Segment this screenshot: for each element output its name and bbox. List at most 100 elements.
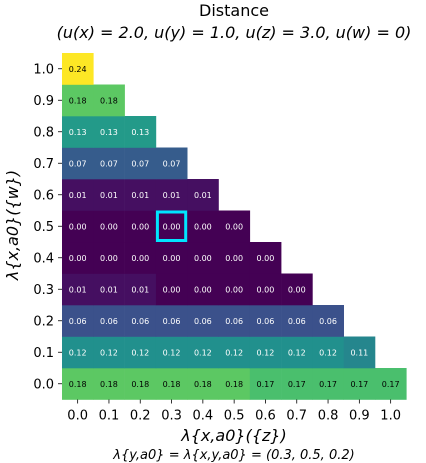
heatmap-cell-label: 0.00 bbox=[163, 285, 181, 294]
heatmap-cell bbox=[124, 179, 157, 211]
heatmap-cell-label: 0.00 bbox=[69, 254, 87, 263]
y-tick-label: 0.6 bbox=[33, 188, 54, 203]
x-tick-label: 0.3 bbox=[161, 409, 182, 424]
heatmap-cell-label: 0.07 bbox=[131, 159, 149, 168]
heatmap-cell bbox=[155, 273, 188, 306]
heatmap-cell bbox=[249, 242, 282, 274]
heatmap-cell bbox=[218, 210, 251, 243]
y-axis-label: λ{x,a0}({w}) bbox=[3, 170, 22, 281]
heatmap-cell bbox=[62, 368, 94, 400]
heatmap-cell bbox=[93, 305, 125, 337]
heatmap-cell-label: 0.00 bbox=[194, 285, 212, 294]
heatmap-cell-label: 0.12 bbox=[288, 348, 306, 357]
heatmap-cell-label: 0.06 bbox=[225, 317, 243, 326]
x-tick-label: 0.0 bbox=[67, 409, 88, 424]
heatmap-cell-label: 0.12 bbox=[194, 348, 212, 357]
x-axis-ticks: 0.0 0.1 0.2 0.3 0.4 0.5 0.6 0.7 0.8 0.9 1.0 bbox=[67, 399, 401, 424]
heatmap-cell bbox=[375, 368, 407, 400]
heatmap-cell bbox=[187, 336, 219, 369]
heatmap-cell bbox=[218, 336, 251, 369]
heatmap-cell-label: 0.06 bbox=[100, 317, 118, 326]
x-tick-label: 0.6 bbox=[255, 409, 276, 424]
heatmap-cell-label: 0.18 bbox=[69, 380, 87, 389]
heatmap-cell-label: 0.01 bbox=[131, 191, 149, 200]
heatmap-cell-label: 0.00 bbox=[257, 285, 275, 294]
heatmap-cell bbox=[124, 273, 157, 306]
heatmap-cell-label: 0.00 bbox=[100, 222, 118, 231]
heatmap-cell bbox=[93, 116, 125, 148]
y-tick-label: 0.5 bbox=[33, 220, 54, 235]
heatmap-cell bbox=[62, 273, 94, 306]
heatmap-cell-label: 0.01 bbox=[100, 191, 118, 200]
x-tick-label: 1.0 bbox=[380, 409, 401, 424]
heatmap-cell-label: 0.12 bbox=[131, 348, 149, 357]
heatmap-cell-label: 0.18 bbox=[163, 380, 181, 389]
heatmap-cell bbox=[93, 273, 125, 306]
heatmap-cell-label: 0.13 bbox=[131, 128, 149, 137]
heatmap-cell bbox=[155, 242, 188, 274]
y-tick-label: 1.0 bbox=[33, 62, 54, 77]
heatmap-cell-label: 0.18 bbox=[69, 96, 87, 105]
heatmap-cell-label: 0.18 bbox=[131, 380, 149, 389]
heatmap-cell bbox=[218, 273, 251, 306]
heatmap-cell-label: 0.17 bbox=[257, 380, 275, 389]
heatmap-cell bbox=[93, 336, 125, 369]
x-tick-label: 0.7 bbox=[286, 409, 307, 424]
heatmap-cell-label: 0.00 bbox=[100, 254, 118, 263]
heatmap-cell-label: 0.24 bbox=[69, 65, 87, 74]
heatmap-cell bbox=[187, 273, 219, 306]
heatmap-cell bbox=[62, 116, 94, 148]
heatmap-cell bbox=[124, 305, 157, 337]
heatmap-cell-label: 0.06 bbox=[257, 317, 275, 326]
heatmap-cell-label: 0.00 bbox=[225, 254, 243, 263]
heatmap-cell-label: 0.06 bbox=[288, 317, 306, 326]
heatmap-cell bbox=[343, 336, 376, 369]
heatmap-cell-label: 0.18 bbox=[100, 96, 118, 105]
heatmap-cell bbox=[124, 210, 157, 243]
heatmap-cell-label: 0.18 bbox=[194, 380, 212, 389]
y-tick-label: 0.0 bbox=[33, 377, 54, 392]
heatmap-cell-label: 0.12 bbox=[69, 348, 87, 357]
heatmap-cell bbox=[187, 368, 219, 400]
heatmap-cell-label: 0.00 bbox=[257, 254, 275, 263]
heatmap-cell bbox=[62, 179, 94, 211]
heatmap-cell-label: 0.00 bbox=[163, 254, 181, 263]
y-tick-label: 0.3 bbox=[33, 283, 54, 298]
heatmap-cell-label: 0.01 bbox=[69, 285, 87, 294]
heatmap-cell bbox=[249, 273, 282, 306]
heatmap-cell-label: 0.18 bbox=[100, 380, 118, 389]
heatmap-cell bbox=[218, 242, 251, 274]
heatmap-cell bbox=[93, 242, 125, 274]
y-tick-label: 0.8 bbox=[33, 125, 54, 140]
y-axis-ticks: 0.0 0.1 0.2 0.3 0.4 0.5 0.6 0.7 0.8 0.9 1.0 bbox=[33, 62, 62, 392]
heatmap-cell-label: 0.06 bbox=[131, 317, 149, 326]
heatmap-cell-label: 0.01 bbox=[131, 285, 149, 294]
heatmap-cell-label: 0.00 bbox=[163, 222, 181, 231]
heatmap-cell-label: 0.01 bbox=[100, 285, 118, 294]
heatmap-cell bbox=[249, 305, 282, 337]
x-tick-label: 0.5 bbox=[224, 409, 245, 424]
x-tick-label: 0.9 bbox=[349, 409, 370, 424]
heatmap-cell-label: 0.12 bbox=[257, 348, 275, 357]
y-tick-label: 0.7 bbox=[33, 157, 54, 172]
heatmap-cell bbox=[218, 368, 251, 400]
heatmap-cell-label: 0.00 bbox=[69, 222, 87, 231]
heatmap-cell bbox=[155, 305, 188, 337]
heatmap-cell-label: 0.11 bbox=[350, 348, 368, 357]
heatmap-cell-label: 0.12 bbox=[319, 348, 337, 357]
heatmap-cell bbox=[281, 305, 313, 337]
heatmap-cell bbox=[249, 368, 282, 400]
heatmap-cells: 0.18 0.18 0.18 0.18 0.18 0.18 0.17 0.17 0.17 0.17… bbox=[62, 53, 407, 400]
heatmap-cell bbox=[124, 147, 157, 180]
heatmap-cell-label: 0.00 bbox=[225, 285, 243, 294]
y-tick-label: 0.9 bbox=[33, 94, 54, 109]
heatmap-cell-label: 0.07 bbox=[69, 159, 87, 168]
heatmap-cell bbox=[187, 179, 219, 211]
heatmap-cell-label: 0.18 bbox=[225, 380, 243, 389]
heatmap-cell bbox=[312, 305, 344, 337]
heatmap-cell-label: 0.17 bbox=[319, 380, 337, 389]
heatmap-cell-label: 0.12 bbox=[225, 348, 243, 357]
x-tick-label: 0.8 bbox=[318, 409, 339, 424]
heatmap-cell-label: 0.06 bbox=[163, 317, 181, 326]
heatmap-cell-label: 0.07 bbox=[163, 159, 181, 168]
